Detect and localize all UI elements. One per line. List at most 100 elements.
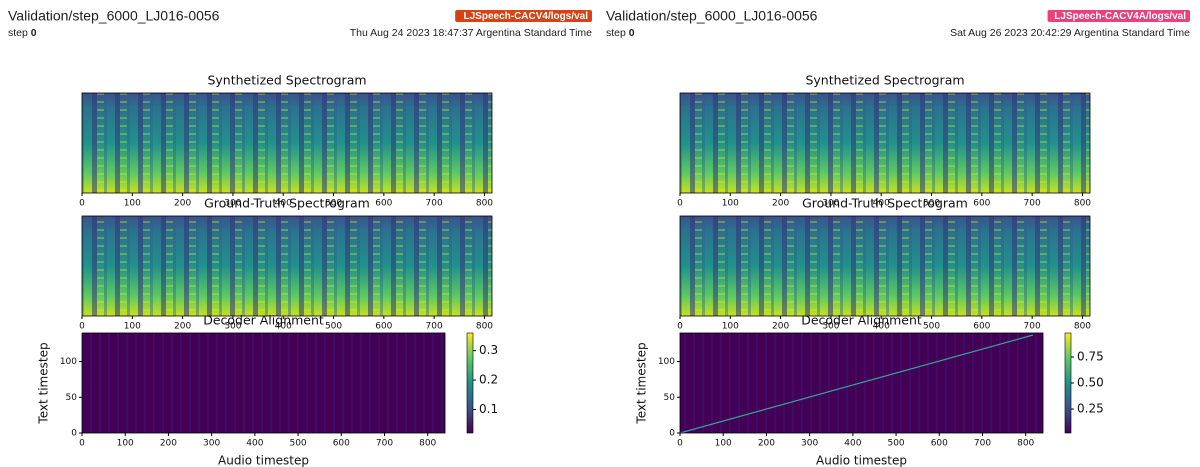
x-tick-label: 300 xyxy=(224,322,241,332)
x-tick-label: 400 xyxy=(275,199,292,209)
run-name: LJSpeech-CACV4/logs/val xyxy=(464,11,589,22)
card-title: Validation/step_6000_LJ016-0056 xyxy=(606,8,818,24)
x-tick-label: 700 xyxy=(376,439,393,449)
plot-title: Ground-Truth Spectrogram xyxy=(802,196,968,211)
x-tick-label: 0 xyxy=(79,199,85,209)
plot-title: Ground-Truth Spectrogram xyxy=(204,196,370,211)
y-axis-label: Text timestep xyxy=(37,342,51,424)
x-tick-label: 800 xyxy=(476,322,493,332)
x-tick-label: 200 xyxy=(772,199,789,209)
x-tick-label: 500 xyxy=(325,322,342,332)
plot-title: Decoder Alignment xyxy=(801,313,922,328)
x-tick-label: 400 xyxy=(246,439,263,449)
plot-title: Decoder Alignment xyxy=(203,313,324,328)
x-tick-label: 800 xyxy=(1074,199,1091,209)
x-tick-label: 600 xyxy=(931,439,948,449)
y-axis-label: Text timestep xyxy=(635,342,649,424)
step-label: step xyxy=(8,27,31,39)
x-tick-label: 700 xyxy=(974,439,991,449)
x-tick-label: 200 xyxy=(174,322,191,332)
colorbar xyxy=(1064,332,1072,434)
x-tick-label: 0 xyxy=(79,322,85,332)
x-tick-label: 400 xyxy=(275,322,292,332)
x-tick-label: 400 xyxy=(873,199,890,209)
x-tick-label: 200 xyxy=(174,199,191,209)
colorbar-tick-label: 0.2 xyxy=(479,373,498,387)
plot-title: Synthetized Spectrogram xyxy=(805,73,964,88)
x-tick-label: 100 xyxy=(117,439,134,449)
run-badge xyxy=(1047,10,1190,22)
timestamp: Thu Aug 24 2023 18:47:37 Argentina Stand… xyxy=(350,27,592,39)
colorbar-tick-label: 0.50 xyxy=(1077,376,1104,390)
spectrogram-texture xyxy=(680,93,1090,193)
step: step 0 xyxy=(606,27,635,39)
step: step 0 xyxy=(8,27,37,39)
x-axis-label: Audio timestep xyxy=(816,454,907,467)
y-tick-label: 50 xyxy=(66,393,78,403)
x-tick-label: 500 xyxy=(325,199,342,209)
step-value: 0 xyxy=(629,27,635,39)
step-value: 0 xyxy=(31,27,37,39)
colorbar-tick-label: 0.1 xyxy=(479,402,498,416)
x-tick-label: 100 xyxy=(715,439,732,449)
x-tick-label: 300 xyxy=(822,322,839,332)
step-label: step xyxy=(606,27,629,39)
axes-frame xyxy=(679,332,1044,434)
x-tick-label: 100 xyxy=(124,199,141,209)
x-tick-label: 100 xyxy=(722,322,739,332)
x-tick-label: 700 xyxy=(426,322,443,332)
colorbar-tick-label: 0.3 xyxy=(479,343,498,357)
x-tick-label: 500 xyxy=(923,322,940,332)
y-tick-label: 100 xyxy=(658,357,675,367)
axes-frame xyxy=(81,332,446,434)
x-tick-label: 600 xyxy=(973,199,990,209)
x-tick-label: 600 xyxy=(375,199,392,209)
x-tick-label: 300 xyxy=(203,439,220,449)
y-tick-label: 0 xyxy=(71,429,77,439)
run-name: LJSpeech-CACV4A/logs/val xyxy=(1054,11,1186,22)
x-tick-label: 300 xyxy=(224,199,241,209)
x-tick-label: 800 xyxy=(419,439,436,449)
x-tick-label: 700 xyxy=(426,199,443,209)
spectrogram-texture xyxy=(82,216,492,316)
x-tick-label: 800 xyxy=(1074,322,1091,332)
x-tick-label: 800 xyxy=(1017,439,1034,449)
y-tick-label: 50 xyxy=(664,393,676,403)
y-tick-label: 0 xyxy=(669,429,675,439)
colorbar xyxy=(466,332,474,434)
x-tick-label: 400 xyxy=(844,439,861,449)
axes-frame xyxy=(81,215,493,317)
alignment-path xyxy=(679,334,1034,434)
colorbar-tick-label: 0.75 xyxy=(1077,349,1104,363)
run-badge xyxy=(455,10,592,22)
x-tick-label: 0 xyxy=(677,439,683,449)
x-tick-label: 600 xyxy=(973,322,990,332)
x-tick-label: 200 xyxy=(758,439,775,449)
x-tick-label: 100 xyxy=(722,199,739,209)
x-axis-label: Audio timestep xyxy=(218,454,309,467)
x-tick-label: 700 xyxy=(1024,322,1041,332)
x-tick-label: 400 xyxy=(873,322,890,332)
timestamp: Sat Aug 26 2023 20:42:29 Argentina Stand… xyxy=(950,27,1190,39)
x-tick-label: 500 xyxy=(289,439,306,449)
x-tick-label: 200 xyxy=(772,322,789,332)
colorbar-tick-label: 0.25 xyxy=(1077,402,1104,416)
y-tick-label: 100 xyxy=(60,357,77,367)
x-tick-label: 300 xyxy=(801,439,818,449)
alignment-map xyxy=(82,333,445,433)
x-tick-label: 100 xyxy=(124,322,141,332)
x-tick-label: 200 xyxy=(160,439,177,449)
x-tick-label: 700 xyxy=(1024,199,1041,209)
axes-frame xyxy=(679,92,1091,194)
x-tick-label: 600 xyxy=(333,439,350,449)
x-tick-label: 0 xyxy=(677,322,683,332)
axes-frame xyxy=(679,215,1091,317)
x-tick-label: 0 xyxy=(677,199,683,209)
x-tick-label: 500 xyxy=(923,199,940,209)
x-tick-label: 600 xyxy=(375,322,392,332)
spectrogram-texture xyxy=(680,216,1090,316)
x-tick-label: 800 xyxy=(476,199,493,209)
x-tick-label: 500 xyxy=(887,439,904,449)
